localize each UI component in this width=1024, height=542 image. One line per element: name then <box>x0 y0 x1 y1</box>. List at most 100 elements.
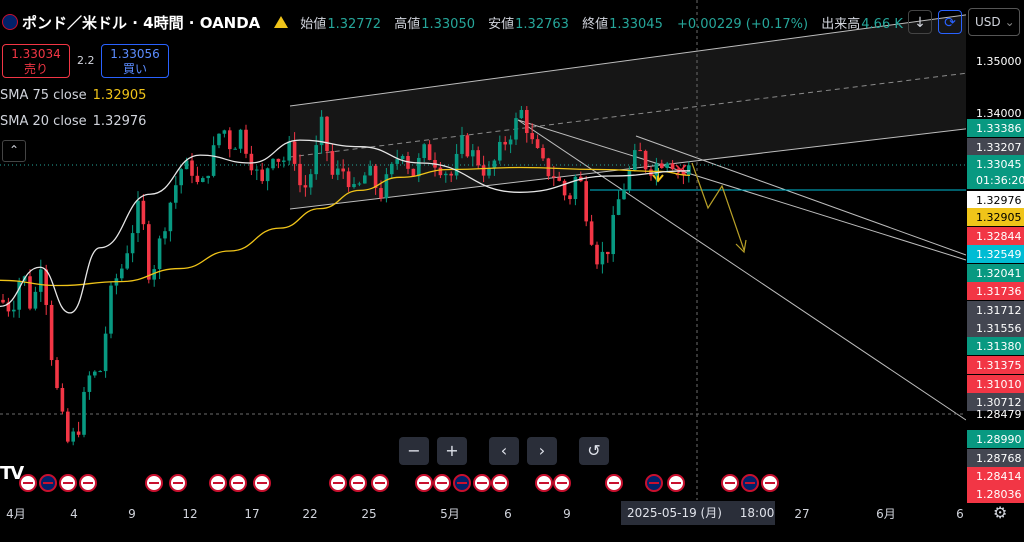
currency-select[interactable]: USD ⌄ <box>968 8 1020 36</box>
candle <box>298 154 302 193</box>
flag-icon <box>39 474 57 492</box>
price-label: 1.33207 <box>976 141 1022 154</box>
price-label-bg <box>967 375 1024 393</box>
sync-icon[interactable]: ⟳ <box>938 10 962 34</box>
candle <box>368 160 372 176</box>
low-label: 安値 <box>488 16 515 32</box>
price-label: 1.33045 <box>976 158 1022 171</box>
candle <box>390 162 394 178</box>
time-label: 22 <box>302 507 317 521</box>
candle-body <box>314 145 318 175</box>
candle <box>55 357 59 390</box>
candle <box>255 166 259 181</box>
candle-body <box>514 118 518 140</box>
time-label: 4月 <box>6 507 26 521</box>
candle-body <box>147 224 151 280</box>
candle <box>309 168 313 195</box>
candle-body <box>125 253 129 269</box>
candle <box>417 153 421 183</box>
trend-line-a <box>517 119 967 421</box>
candle-body <box>211 145 216 176</box>
candle-body <box>660 163 664 168</box>
candle <box>265 167 270 191</box>
price-label: 1.32041 <box>976 267 1022 280</box>
candle <box>400 154 405 165</box>
candle-body <box>573 176 578 200</box>
candle-body <box>525 109 529 134</box>
candle-body <box>562 180 567 196</box>
chevron-up-icon[interactable]: ⌃ <box>2 140 26 162</box>
candle-body <box>541 148 545 159</box>
price-label: 1.28036 <box>976 488 1022 501</box>
candle-body <box>476 150 480 166</box>
candle <box>44 264 48 315</box>
indicator-value: 1.32905 <box>92 88 147 103</box>
candle-body <box>627 169 632 190</box>
price-label: 1.35000 <box>976 55 1022 68</box>
chevron-right-icon[interactable]: › <box>527 437 557 465</box>
candle <box>163 227 167 245</box>
warning-triangle-icon[interactable] <box>274 16 289 28</box>
price-label: 1.32844 <box>976 230 1022 243</box>
indicator-sma20[interactable]: SMA 20 close 1.32976 <box>0 114 146 129</box>
high-value: 1.33050 <box>421 16 475 32</box>
candle-body <box>352 184 356 188</box>
price-label-bg <box>967 138 1024 156</box>
flag-icon <box>535 474 553 492</box>
candle-body <box>681 169 686 175</box>
candle-body <box>427 144 432 160</box>
price-label-bg <box>967 119 1024 137</box>
arrow-down-icon[interactable]: ↓ <box>908 10 932 34</box>
candle <box>427 140 432 161</box>
flag-icon <box>229 474 247 492</box>
chevron-left-icon[interactable]: ‹ <box>489 437 519 465</box>
candle-body <box>611 214 615 255</box>
flag-icon <box>169 474 187 492</box>
open-label: 始値 <box>300 16 327 32</box>
price-label: 1.32905 <box>976 211 1022 224</box>
chart-header: ポンド／米ドル · 4時間 · OANDA 始値1.32772 高値1.3305… <box>0 8 912 36</box>
candle-body <box>271 158 275 169</box>
candle <box>535 134 540 149</box>
crosshair-time: 18:00 <box>739 506 775 520</box>
reset-icon[interactable]: ↺ <box>579 437 609 465</box>
candle-body <box>206 175 210 179</box>
candle-body <box>60 387 65 412</box>
candle-body <box>357 183 362 185</box>
trend-line-c <box>635 135 967 256</box>
candle-body <box>535 139 540 149</box>
price-label-bg <box>967 337 1024 355</box>
candle <box>66 408 70 444</box>
candle <box>363 172 367 184</box>
candle-body <box>66 411 70 442</box>
price-label-bg <box>967 191 1024 209</box>
indicator-sma75[interactable]: SMA 75 close 1.32905 <box>0 88 146 103</box>
candle <box>125 245 129 270</box>
candle <box>676 165 680 179</box>
high-label: 高値 <box>394 16 421 32</box>
plus-icon[interactable]: + <box>437 437 467 465</box>
candle-body <box>201 178 205 182</box>
candle <box>471 144 475 167</box>
candle <box>611 206 615 262</box>
price-label: 1.32549 <box>976 248 1022 261</box>
candle <box>422 143 426 163</box>
price-label: 01:36:20 <box>976 174 1024 187</box>
symbol-title[interactable]: ポンド／米ドル · 4時間 · OANDA <box>22 13 261 32</box>
candle-body <box>557 177 561 181</box>
sma20-line <box>0 139 691 314</box>
candle-body <box>103 333 108 372</box>
price-label-bg <box>967 319 1024 337</box>
gbp-flag-icon <box>2 14 18 30</box>
candle-body <box>400 156 405 160</box>
gear-icon[interactable]: ⚙ <box>993 503 1008 522</box>
candle-body <box>379 188 383 199</box>
candle <box>552 165 556 186</box>
candle-body <box>633 150 637 170</box>
candle-body <box>136 200 140 234</box>
candle <box>28 269 32 311</box>
sell-button[interactable]: 1.33034 売り <box>2 44 70 78</box>
buy-button[interactable]: 1.33056 買い <box>101 44 169 78</box>
minus-icon[interactable]: − <box>399 437 429 465</box>
